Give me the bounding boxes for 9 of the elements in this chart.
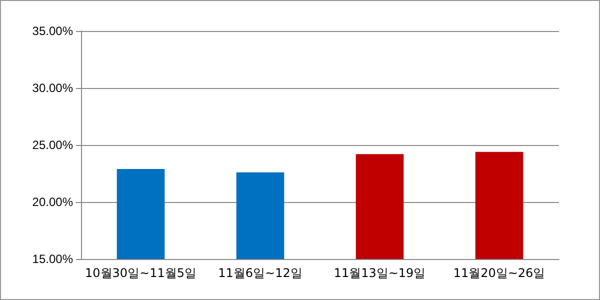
x-tick-label: 11월13일~19일 xyxy=(334,266,426,280)
x-tick-label: 11월6일~12일 xyxy=(218,266,302,280)
y-tick-label: 25.00% xyxy=(32,138,74,152)
y-tick-label: 15.00% xyxy=(32,252,74,266)
y-tick-label: 35.00% xyxy=(32,24,74,38)
x-tick-label: 11월20일~26일 xyxy=(453,266,546,280)
y-tick-label: 20.00% xyxy=(32,195,74,209)
y-tick-label: 30.00% xyxy=(32,81,74,95)
x-tick-label: 10월30일~11월5일 xyxy=(85,266,196,280)
